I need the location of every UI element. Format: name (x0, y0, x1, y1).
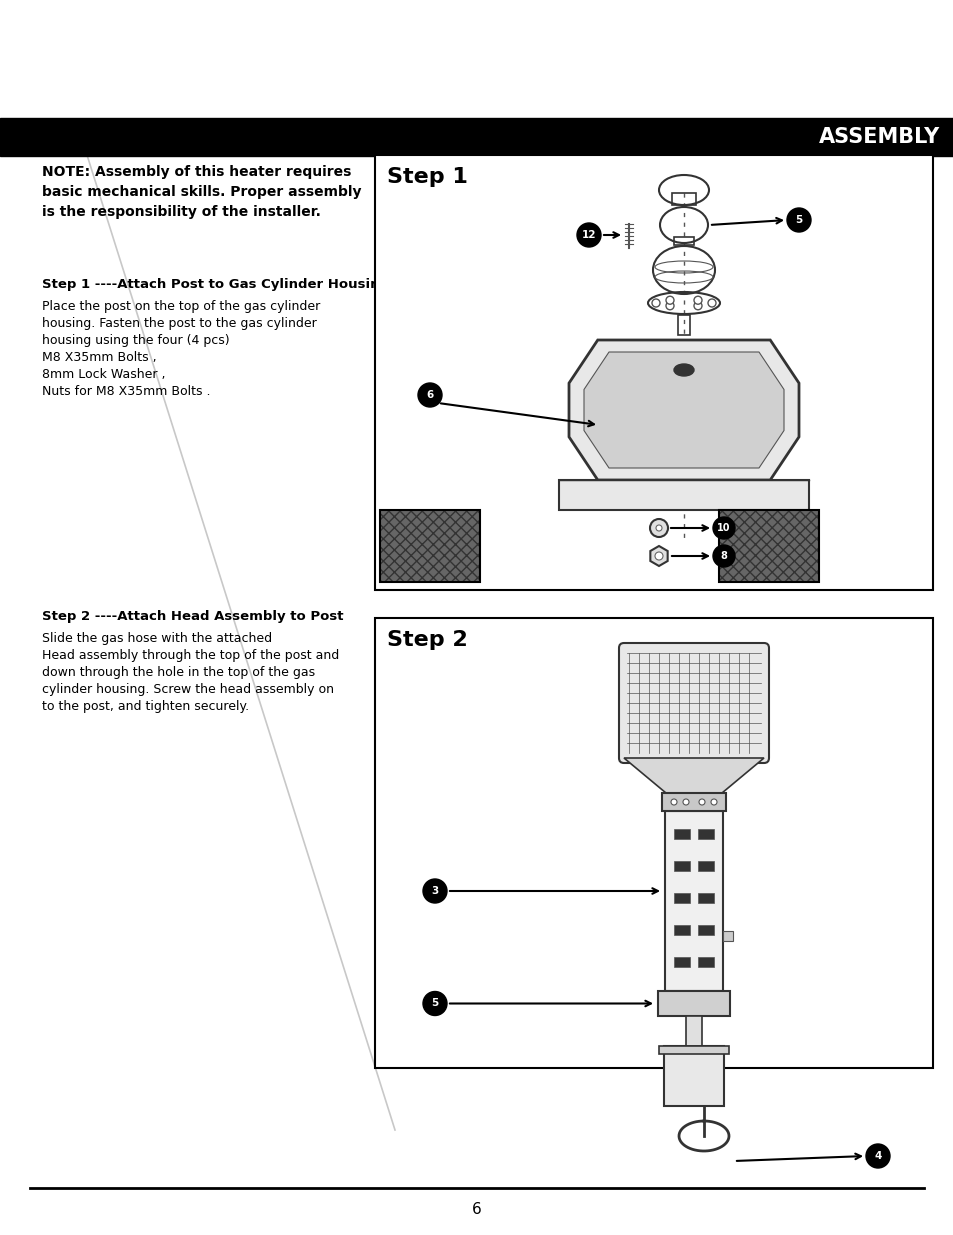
Polygon shape (583, 352, 783, 468)
Bar (0, 119, 953, 156)
Bar (658, 990, 729, 1016)
Text: 10: 10 (717, 522, 730, 534)
Bar (719, 510, 818, 582)
Bar (698, 893, 713, 903)
Circle shape (655, 552, 662, 559)
Text: 12: 12 (581, 230, 596, 240)
Bar (558, 480, 808, 510)
Bar (673, 861, 689, 871)
Circle shape (865, 1144, 889, 1168)
Text: 6: 6 (472, 1203, 481, 1218)
Bar (673, 925, 689, 935)
Text: Nuts for M8 X35mm Bolts .: Nuts for M8 X35mm Bolts . (42, 385, 211, 398)
Bar (698, 957, 713, 967)
Circle shape (649, 519, 667, 537)
Text: Step 2: Step 2 (387, 630, 467, 650)
Text: down through the hole in the top of the gas: down through the hole in the top of the … (42, 666, 314, 679)
Bar (664, 811, 722, 990)
Text: Place the post on the top of the gas cylinder: Place the post on the top of the gas cyl… (42, 300, 320, 312)
Circle shape (417, 383, 441, 408)
Bar (661, 793, 725, 811)
Bar (375, 618, 932, 1068)
Text: Head assembly through the top of the post and: Head assembly through the top of the pos… (42, 650, 339, 662)
Text: to the post, and tighten securely.: to the post, and tighten securely. (42, 700, 249, 713)
Circle shape (651, 299, 659, 308)
Circle shape (656, 525, 661, 531)
Bar (663, 1046, 723, 1107)
Text: 8: 8 (720, 551, 727, 561)
Text: 5: 5 (431, 999, 438, 1009)
Text: 3: 3 (431, 885, 438, 897)
Bar (375, 156, 932, 590)
Circle shape (693, 296, 701, 304)
Text: housing using the four (4 pcs): housing using the four (4 pcs) (42, 333, 230, 347)
Text: 5: 5 (795, 215, 801, 225)
Text: basic mechanical skills. Proper assembly: basic mechanical skills. Proper assembly (42, 185, 361, 199)
Circle shape (707, 299, 716, 308)
Bar (719, 510, 818, 582)
Circle shape (693, 301, 701, 310)
Text: is the responsibility of the installer.: is the responsibility of the installer. (42, 205, 320, 219)
Bar (698, 861, 713, 871)
Bar (698, 829, 713, 839)
Text: ASSEMBLY: ASSEMBLY (818, 127, 939, 147)
Text: NOTE: Assembly of this heater requires: NOTE: Assembly of this heater requires (42, 165, 351, 179)
Circle shape (712, 545, 734, 567)
Bar (698, 925, 713, 935)
Text: Step 1: Step 1 (387, 167, 467, 186)
Bar (379, 510, 479, 582)
Circle shape (712, 517, 734, 538)
Bar (673, 237, 693, 245)
Text: housing. Fasten the post to the gas cylinder: housing. Fasten the post to the gas cyli… (42, 317, 316, 330)
Polygon shape (623, 758, 763, 793)
Text: cylinder housing. Screw the head assembly on: cylinder housing. Screw the head assembl… (42, 683, 334, 697)
Bar (379, 510, 479, 582)
Bar (673, 829, 689, 839)
Text: Step 1 ----Attach Post to Gas Cylinder Housing: Step 1 ----Attach Post to Gas Cylinder H… (42, 278, 389, 291)
Circle shape (682, 799, 688, 805)
Ellipse shape (673, 364, 693, 375)
Bar (685, 1016, 701, 1046)
Bar (659, 1046, 728, 1053)
Bar (722, 931, 732, 941)
Circle shape (665, 296, 673, 304)
Text: M8 X35mm Bolts ,: M8 X35mm Bolts , (42, 351, 156, 364)
Text: 8mm Lock Washer ,: 8mm Lock Washer , (42, 368, 165, 382)
FancyBboxPatch shape (618, 643, 768, 763)
Text: 4: 4 (873, 1151, 881, 1161)
Bar (678, 315, 689, 335)
Text: Slide the gas hose with the attached: Slide the gas hose with the attached (42, 632, 272, 645)
Circle shape (577, 224, 600, 247)
Bar (673, 893, 689, 903)
Circle shape (665, 301, 673, 310)
Circle shape (670, 799, 677, 805)
Bar (671, 193, 696, 205)
Circle shape (422, 992, 447, 1015)
Bar (673, 957, 689, 967)
Circle shape (786, 207, 810, 232)
Circle shape (699, 799, 704, 805)
Circle shape (422, 879, 447, 903)
Text: Step 2 ----Attach Head Assembly to Post: Step 2 ----Attach Head Assembly to Post (42, 610, 343, 622)
Text: 6: 6 (426, 390, 434, 400)
Polygon shape (568, 340, 799, 480)
Circle shape (710, 799, 717, 805)
